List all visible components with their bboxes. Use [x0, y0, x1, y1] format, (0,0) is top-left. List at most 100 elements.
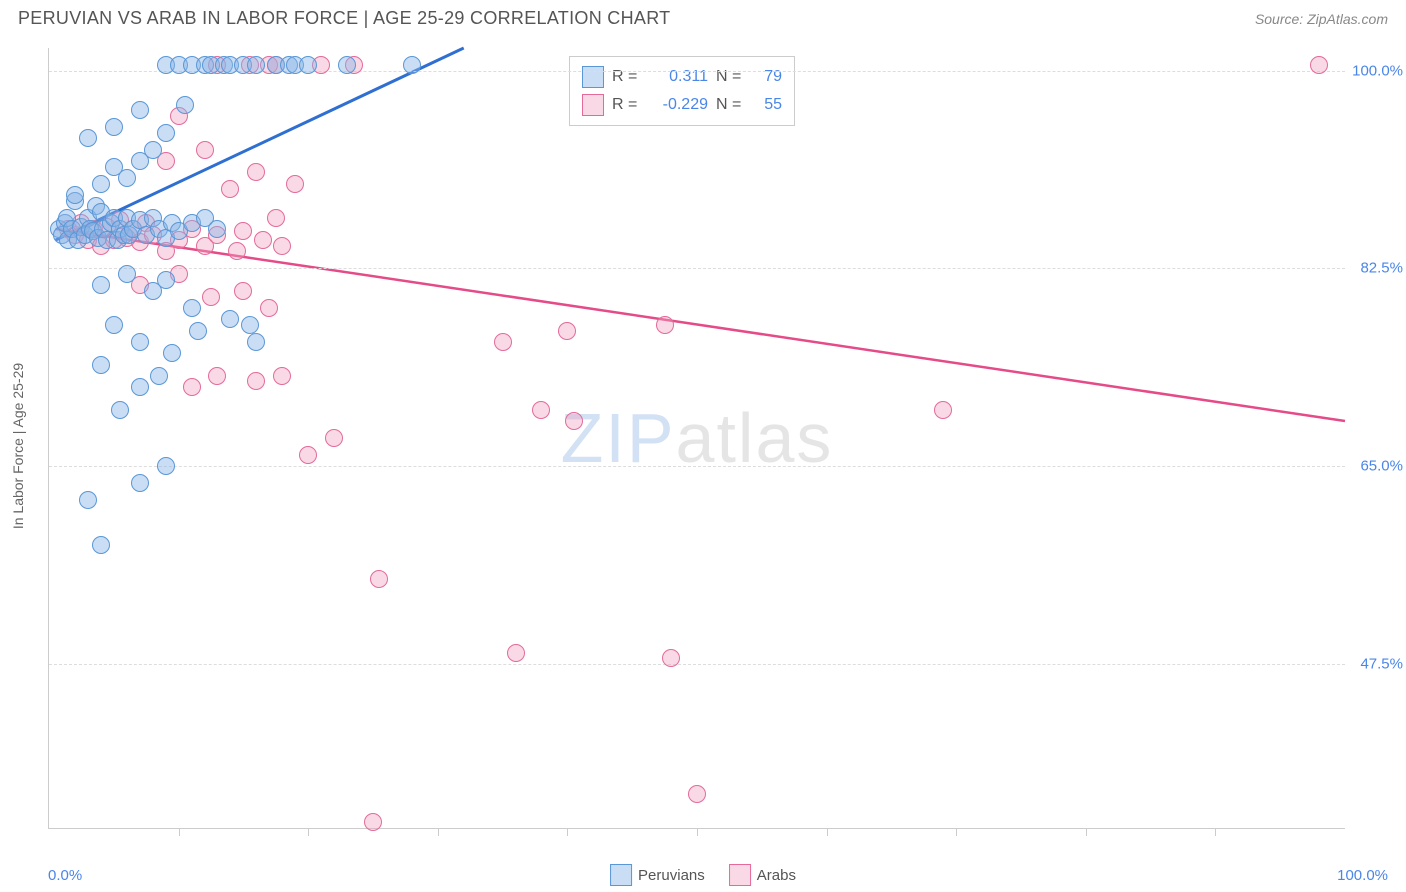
peruvian-point	[189, 322, 207, 340]
arab-point	[507, 644, 525, 662]
arab-point	[325, 429, 343, 447]
arab-point	[247, 372, 265, 390]
arab-point	[247, 163, 265, 181]
peruvian-point	[176, 96, 194, 114]
peruvian-point	[208, 220, 226, 238]
arab-point	[196, 141, 214, 159]
arab-point	[254, 231, 272, 249]
peruvian-point	[157, 457, 175, 475]
peruvian-point	[92, 356, 110, 374]
arab-point	[208, 367, 226, 385]
peruvian-point	[299, 56, 317, 74]
r-value-peruvians: 0.311	[648, 63, 708, 91]
peruvian-point	[338, 56, 356, 74]
arab-point	[273, 237, 291, 255]
legend-row-arabs: R = -0.229 N = 55	[582, 91, 782, 119]
peruvian-point	[150, 367, 168, 385]
peruvian-point	[66, 186, 84, 204]
xtick	[827, 828, 828, 836]
arab-point	[494, 333, 512, 351]
arab-point	[228, 242, 246, 260]
swatch-peruvians-icon	[610, 864, 632, 886]
xtick	[179, 828, 180, 836]
arab-point	[299, 446, 317, 464]
arab-point	[934, 401, 952, 419]
ytick-label: 82.5%	[1360, 260, 1403, 277]
xaxis-min-label: 0.0%	[48, 867, 82, 884]
swatch-peruvians	[582, 66, 604, 88]
peruvian-point	[183, 299, 201, 317]
peruvian-point	[144, 141, 162, 159]
xtick	[1086, 828, 1087, 836]
peruvian-point	[163, 344, 181, 362]
peruvian-point	[221, 310, 239, 328]
legend-item-peruvians: Peruvians	[610, 864, 705, 886]
n-label: N =	[716, 91, 744, 119]
legend-label-arabs: Arabs	[757, 867, 796, 884]
arab-point	[234, 222, 252, 240]
chart-plot-area: ZIPatlas R = 0.311 N = 79 R = -0.229 N =…	[48, 48, 1345, 829]
ytick-label: 100.0%	[1352, 62, 1403, 79]
xtick	[697, 828, 698, 836]
arab-point	[286, 175, 304, 193]
chart-title: PERUVIAN VS ARAB IN LABOR FORCE | AGE 25…	[18, 8, 670, 29]
legend-label-peruvians: Peruvians	[638, 867, 705, 884]
trend-lines	[49, 48, 1345, 828]
peruvian-point	[241, 316, 259, 334]
gridline	[49, 268, 1345, 269]
stats-legend: R = 0.311 N = 79 R = -0.229 N = 55	[569, 56, 795, 126]
arab-point	[558, 322, 576, 340]
peruvian-point	[118, 265, 136, 283]
arab-point	[273, 367, 291, 385]
arab-point	[221, 180, 239, 198]
peruvian-point	[105, 118, 123, 136]
arab-point	[565, 412, 583, 430]
peruvian-point	[157, 124, 175, 142]
xtick	[567, 828, 568, 836]
arab-point	[1310, 56, 1328, 74]
xtick	[956, 828, 957, 836]
peruvian-point	[403, 56, 421, 74]
arab-point	[656, 316, 674, 334]
arab-point	[234, 282, 252, 300]
swatch-arabs-icon	[729, 864, 751, 886]
ytick-label: 47.5%	[1360, 656, 1403, 673]
source-label: Source: ZipAtlas.com	[1255, 11, 1388, 27]
peruvian-point	[247, 333, 265, 351]
bottom-legend: Peruvians Arabs	[610, 864, 796, 886]
peruvian-point	[79, 491, 97, 509]
yaxis-title: In Labor Force | Age 25-29	[10, 363, 26, 529]
xtick	[1215, 828, 1216, 836]
r-value-arabs: -0.229	[648, 91, 708, 119]
peruvian-point	[92, 276, 110, 294]
gridline	[49, 664, 1345, 665]
peruvian-point	[118, 169, 136, 187]
arab-point	[202, 288, 220, 306]
arab-point	[370, 570, 388, 588]
peruvian-point	[92, 175, 110, 193]
r-label: R =	[612, 63, 640, 91]
n-value-peruvians: 79	[752, 63, 782, 91]
ytick-label: 65.0%	[1360, 458, 1403, 475]
arab-point	[532, 401, 550, 419]
peruvian-point	[79, 129, 97, 147]
peruvian-point	[92, 536, 110, 554]
arab-point	[260, 299, 278, 317]
peruvian-point	[131, 474, 149, 492]
peruvian-point	[131, 333, 149, 351]
arab-point	[267, 209, 285, 227]
peruvian-point	[111, 401, 129, 419]
swatch-arabs	[582, 94, 604, 116]
peruvian-point	[157, 271, 175, 289]
xtick	[438, 828, 439, 836]
legend-row-peruvians: R = 0.311 N = 79	[582, 63, 782, 91]
n-label: N =	[716, 63, 744, 91]
n-value-arabs: 55	[752, 91, 782, 119]
arab-point	[364, 813, 382, 831]
peruvian-point	[131, 101, 149, 119]
xtick	[308, 828, 309, 836]
peruvian-point	[131, 378, 149, 396]
peruvian-point	[105, 316, 123, 334]
xaxis-max-label: 100.0%	[1337, 867, 1388, 884]
r-label: R =	[612, 91, 640, 119]
